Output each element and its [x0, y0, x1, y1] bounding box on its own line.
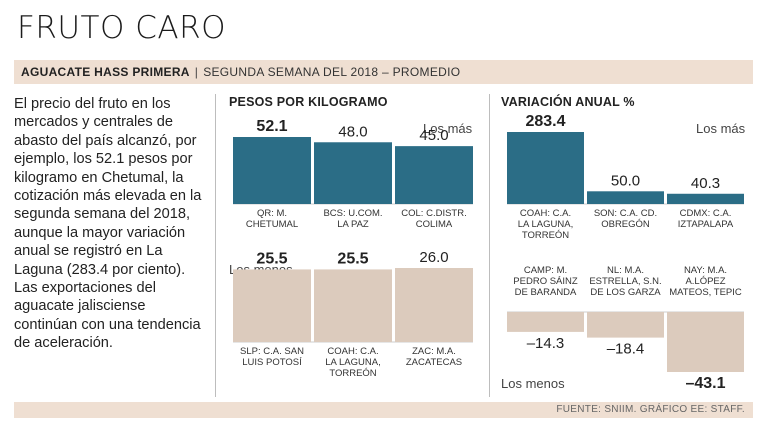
bar [667, 312, 744, 372]
category-label: SLP: C.A. SAN [240, 346, 304, 357]
data-label: 25.5 [256, 250, 287, 267]
category-label: PEDRO SÁINZ [513, 276, 578, 287]
category-label: QR: M. [257, 208, 287, 219]
category-label: SON: C.A. CD. [594, 208, 657, 219]
category-label: NAY: M.A. [684, 265, 727, 276]
variacion-panel-title: VARIACIÓN ANUAL % [501, 95, 635, 109]
data-label: 26.0 [419, 249, 448, 266]
data-label: 25.5 [337, 250, 368, 267]
bar [395, 146, 473, 204]
bar [507, 132, 584, 204]
data-label: –14.3 [527, 335, 565, 352]
body-text: El precio del fruto en los mercados y ce… [14, 96, 202, 352]
bar [667, 193, 744, 204]
pesos-panel-title: PESOS POR KILOGRAMO [229, 95, 388, 109]
data-label: 283.4 [525, 113, 565, 130]
source-footer: FUENTE: SNIIM. GRÁFICO EE: STAFF. [14, 402, 753, 418]
bar [233, 137, 311, 204]
data-label: 40.3 [691, 175, 720, 192]
bar [314, 142, 392, 204]
bar [314, 269, 392, 342]
category-label: ZACATECAS [406, 357, 462, 368]
data-label: 52.1 [256, 118, 287, 135]
category-label: LA LAGUNA, [325, 357, 380, 368]
bar [587, 191, 664, 204]
data-label: 48.0 [338, 123, 367, 140]
bar [395, 268, 473, 342]
category-label: CHETUMAL [246, 219, 298, 230]
page-title: FRUTO CARO [17, 10, 227, 46]
category-label: DE BARANDA [515, 287, 577, 298]
category-label: LA LAGUNA, [518, 219, 573, 230]
variacion-top-section-label: Los más [696, 121, 746, 136]
data-label: –43.1 [685, 375, 725, 392]
data-label: 45.0 [419, 127, 448, 144]
divider-left [215, 94, 216, 397]
divider-middle [489, 94, 490, 397]
category-label: BCS: U.COM. [323, 208, 382, 219]
category-label: COLIMA [416, 219, 453, 230]
category-label: TORREÓN [329, 368, 376, 379]
category-label: COAH: C.A. [520, 208, 571, 219]
bar [587, 312, 664, 338]
category-label: DE LOS GARZA [590, 287, 661, 298]
bar [507, 312, 584, 332]
category-label: IZTAPALAPA [678, 219, 734, 230]
category-label: TORREÓN [522, 230, 569, 241]
variacion-bottom-section-label: Los menos [501, 376, 565, 391]
category-label: OBREGÓN [601, 219, 650, 230]
subtitle-rest: SEGUNDA SEMANA DEL 2018 – PROMEDIO [203, 65, 461, 79]
category-label: CDMX: C.A. [680, 208, 732, 219]
category-label: A.LÓPEZ [685, 276, 725, 287]
category-label: COAH: C.A. [327, 346, 378, 357]
category-label: LA PAZ [337, 219, 369, 230]
category-label: ESTRELLA, S.N. [589, 276, 661, 287]
subtitle-separator: | [194, 65, 199, 79]
category-label: NL: M.A. [607, 265, 644, 276]
category-label: COL: C.DISTR. [401, 208, 466, 219]
subtitle-lead: AGUACATE HASS PRIMERA [21, 65, 190, 79]
category-label: MATEOS, TEPIC [669, 287, 742, 298]
data-label: 50.0 [611, 172, 640, 189]
category-label: LUIS POTOSÍ [242, 357, 302, 368]
pesos-top-section-label: Los más [423, 121, 473, 136]
bar [233, 269, 311, 342]
subtitle-bar: AGUACATE HASS PRIMERA | SEGUNDA SEMANA D… [14, 60, 753, 84]
category-label: CAMP: M. [524, 265, 567, 276]
data-label: –18.4 [607, 341, 645, 358]
category-label: ZAC: M.A. [412, 346, 456, 357]
